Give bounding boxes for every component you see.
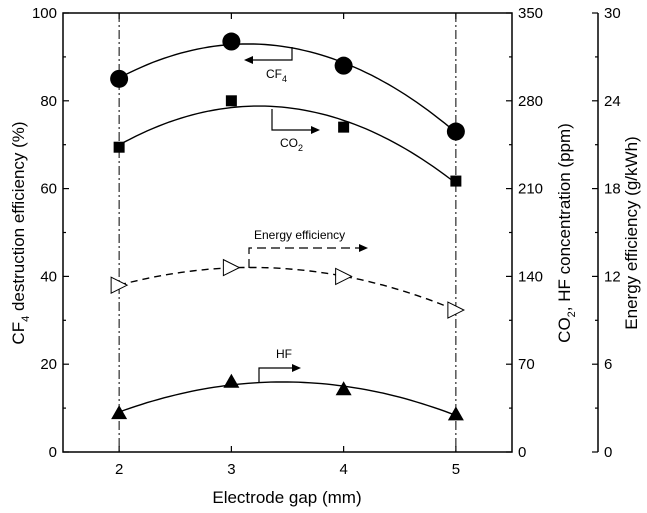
right1-tick-label: 210 [518, 181, 543, 198]
left-tick-label: 20 [40, 356, 57, 373]
fit-curve-series-2 [118, 105, 457, 184]
data-point-series-2 [225, 95, 237, 107]
data-point-series-4 [223, 373, 240, 388]
annotation-label: Energy efficiency [254, 228, 345, 242]
arrow-head [359, 244, 368, 252]
right1-tick-label: 140 [518, 268, 543, 285]
annotation-line [271, 109, 314, 131]
right1-axis-title: CO2, HF concentration (ppm) [555, 123, 578, 343]
x-tick-label: 5 [452, 461, 460, 478]
data-marks [110, 32, 465, 421]
annotation-hf: HF [258, 347, 301, 383]
right2-tick-label: 24 [604, 93, 621, 110]
annotation-label: CF4 [266, 67, 287, 84]
right1-tick-label: 280 [518, 93, 543, 110]
x-tick-label: 4 [339, 461, 347, 478]
arrow-head [292, 364, 301, 372]
data-point-series-2 [113, 141, 125, 153]
annotation-line [258, 367, 294, 383]
annotation-line [248, 247, 360, 268]
right2-tick-label: 18 [604, 181, 621, 198]
data-point-series-3 [447, 301, 465, 319]
left-tick-label: 80 [40, 93, 57, 110]
data-point-series-3 [110, 276, 129, 294]
x-tick-label: 2 [115, 461, 123, 478]
right2-axis-title: Energy efficiency (g/kWh) [622, 136, 641, 329]
arrow-head [311, 126, 320, 134]
right2-tick-label: 30 [604, 5, 621, 22]
data-point-series-1 [222, 32, 241, 51]
data-point-series-1 [334, 56, 353, 75]
annotation-energy-efficiency: Energy efficiency [248, 228, 368, 268]
annotations: CF4 CO2 Energy efficiency HF [244, 47, 368, 383]
fit-curve-series-3 [118, 266, 457, 311]
arrow-head [244, 56, 253, 64]
left-tick-label: 0 [49, 444, 57, 461]
right1-tick-label: 0 [518, 444, 526, 461]
fit-curve-series-4 [118, 381, 457, 417]
x-axis-title: Electrode gap (mm) [212, 488, 361, 507]
annotation-label: CO2 [280, 136, 303, 153]
axes: 2 3 4 5 0 20 40 60 80 100 0 70 140 210 280 350 0 6 12 18 24 3… [32, 5, 621, 478]
data-point-series-1 [446, 122, 465, 141]
x-tick-label: 3 [227, 461, 235, 478]
data-point-series-3 [335, 267, 353, 286]
left-axis-title: CF4 destruction efficiency (%) [9, 121, 32, 344]
right2-tick-label: 6 [604, 356, 612, 373]
left-tick-label: 60 [40, 181, 57, 198]
right1-tick-label: 350 [518, 5, 543, 22]
data-point-series-4 [335, 381, 352, 396]
right2-tick-label: 12 [604, 268, 621, 285]
data-point-series-4 [447, 406, 464, 421]
data-point-series-2 [450, 175, 462, 187]
left-tick-label: 100 [32, 5, 57, 22]
annotation-line [250, 47, 293, 61]
data-point-series-4 [111, 405, 128, 420]
annotation-co2: CO2 [271, 109, 320, 153]
data-point-series-2 [338, 121, 350, 133]
data-point-series-1 [110, 69, 129, 88]
right1-tick-label: 70 [518, 356, 535, 373]
left-tick-label: 40 [40, 268, 57, 285]
fit-curve-series-1 [118, 43, 457, 134]
data-point-series-3 [222, 258, 241, 277]
annotation-cf4: CF4 [244, 47, 293, 84]
right2-tick-label: 0 [604, 444, 612, 461]
annotation-label: HF [276, 347, 292, 361]
